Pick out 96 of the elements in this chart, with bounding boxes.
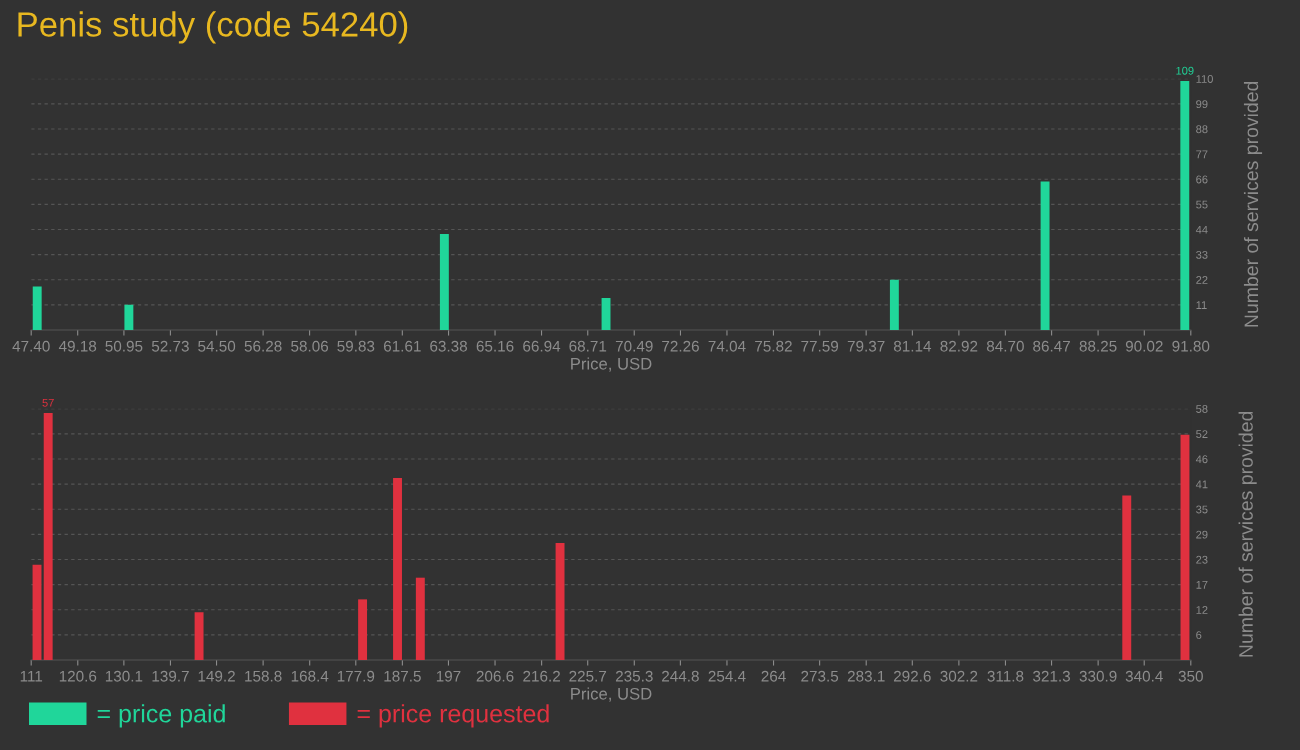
y-tick-label: 41	[1195, 480, 1208, 489]
legend-label: = price paid	[97, 704, 225, 728]
bar	[601, 298, 611, 330]
bar	[555, 543, 565, 660]
x-tick-label: 52.73	[151, 340, 189, 352]
data-label: 109	[1176, 66, 1194, 75]
y-tick-label: 52	[1196, 430, 1208, 439]
x-tick-label: 84.70	[986, 340, 1024, 352]
x-tick-label: 177.9	[337, 670, 375, 682]
data-label: 57	[42, 398, 54, 407]
y-axis-title: Number of services provided	[1243, 81, 1263, 327]
x-tick-label: 70.49	[615, 340, 653, 352]
x-tick-label: 139.7	[152, 670, 189, 682]
x-tick-label: 206.6	[476, 670, 514, 682]
x-tick-label: 54.50	[198, 340, 236, 352]
bar	[393, 478, 402, 660]
bar	[194, 612, 204, 660]
y-tick-label: 6	[1196, 631, 1202, 640]
bar	[439, 234, 449, 330]
x-tick-label: 302.2	[940, 670, 978, 682]
x-tick-label: 330.9	[1079, 670, 1117, 682]
y-tick-label: 33	[1196, 250, 1208, 259]
x-tick-label: 273.5	[801, 670, 839, 682]
x-tick-label: 111	[20, 670, 43, 682]
x-tick-label: 61.61	[383, 340, 421, 352]
bar	[43, 413, 53, 660]
bar	[1040, 181, 1050, 330]
y-tick-label: 29	[1196, 530, 1208, 539]
y-tick-label: 46	[1195, 455, 1208, 464]
y-tick-label: 99	[1196, 100, 1208, 109]
y-tick-label: 55	[1196, 200, 1208, 209]
x-axis-title: Price, USD	[571, 357, 652, 372]
x-tick-label: 49.18	[58, 340, 97, 352]
y-tick-label: 35	[1196, 505, 1208, 514]
x-tick-label: 254.4	[708, 670, 746, 682]
x-tick-label: 88.25	[1079, 340, 1117, 352]
legend-label: = price requested	[357, 704, 549, 728]
x-tick-label: 168.4	[291, 670, 329, 682]
x-tick-label: 321.3	[1033, 670, 1070, 682]
x-tick-label: 264	[761, 670, 786, 682]
x-tick-label: 77.59	[801, 340, 839, 352]
x-tick-label: 86.47	[1033, 340, 1070, 352]
x-tick-label: 158.8	[245, 670, 282, 682]
y-tick-label: 58	[1196, 405, 1208, 413]
x-tick-label: 81.14	[893, 340, 932, 352]
x-tick-label: 72.26	[662, 340, 699, 352]
x-tick-label: 75.82	[755, 340, 792, 352]
x-tick-label: 79.37	[847, 340, 885, 352]
x-tick-label: 65.16	[476, 340, 514, 352]
y-tick-label: 110	[1196, 75, 1213, 83]
y-tick-label: 12	[1196, 606, 1208, 614]
x-tick-label: 187.5	[384, 670, 421, 682]
y-tick-label: 66	[1196, 175, 1208, 184]
y-axis-title: Number of services provided	[1238, 411, 1257, 657]
x-tick-label: 340.4	[1125, 670, 1163, 682]
x-tick-label: 120.6	[59, 670, 97, 682]
x-tick-label: 82.92	[940, 340, 978, 352]
x-tick-label: 90.02	[1125, 340, 1163, 352]
bar	[124, 304, 134, 330]
x-tick-label: 292.6	[893, 670, 931, 682]
x-tick-label: 91.80	[1172, 340, 1210, 352]
x-tick-label: 59.83	[337, 340, 375, 352]
x-tick-label: 58.06	[291, 340, 329, 352]
x-tick-label: 56.28	[244, 340, 282, 352]
x-tick-label: 50.95	[105, 340, 143, 352]
bar	[1122, 495, 1132, 660]
bar	[415, 577, 425, 660]
x-tick-label: 197	[436, 670, 461, 682]
bar	[889, 279, 899, 330]
x-tick-label: 149.2	[198, 670, 235, 682]
y-tick-label: 88	[1196, 125, 1208, 134]
x-tick-label: 130.1	[105, 670, 143, 682]
x-tick-label: 244.8	[662, 670, 699, 682]
x-tick-label: 74.04	[708, 340, 746, 352]
y-tick-label: 11	[1196, 301, 1207, 309]
bar	[358, 599, 368, 660]
y-tick-label: 44	[1195, 225, 1208, 234]
x-tick-label: 350	[1178, 670, 1203, 682]
y-tick-label: 77	[1196, 150, 1208, 159]
x-axis-title: Price, USD	[571, 687, 652, 702]
bar	[32, 286, 42, 330]
x-tick-label: 66.94	[523, 340, 561, 352]
x-tick-label: 283.1	[847, 670, 885, 682]
chart-title: Penis study (code 54240)	[18, 11, 408, 44]
y-tick-label: 22	[1196, 276, 1208, 284]
x-tick-label: 311.8	[987, 670, 1024, 682]
x-tick-label: 216.2	[523, 670, 560, 682]
y-tick-label: 17	[1196, 581, 1208, 589]
x-tick-label: 225.7	[569, 670, 607, 682]
bar	[1180, 81, 1190, 330]
x-tick-label: 47.40	[12, 340, 50, 352]
x-tick-label: 63.38	[430, 340, 467, 352]
bar	[1180, 434, 1190, 660]
y-tick-label: 23	[1196, 555, 1208, 564]
x-tick-label: 235.3	[615, 670, 653, 682]
x-tick-label: 68.71	[569, 340, 607, 352]
